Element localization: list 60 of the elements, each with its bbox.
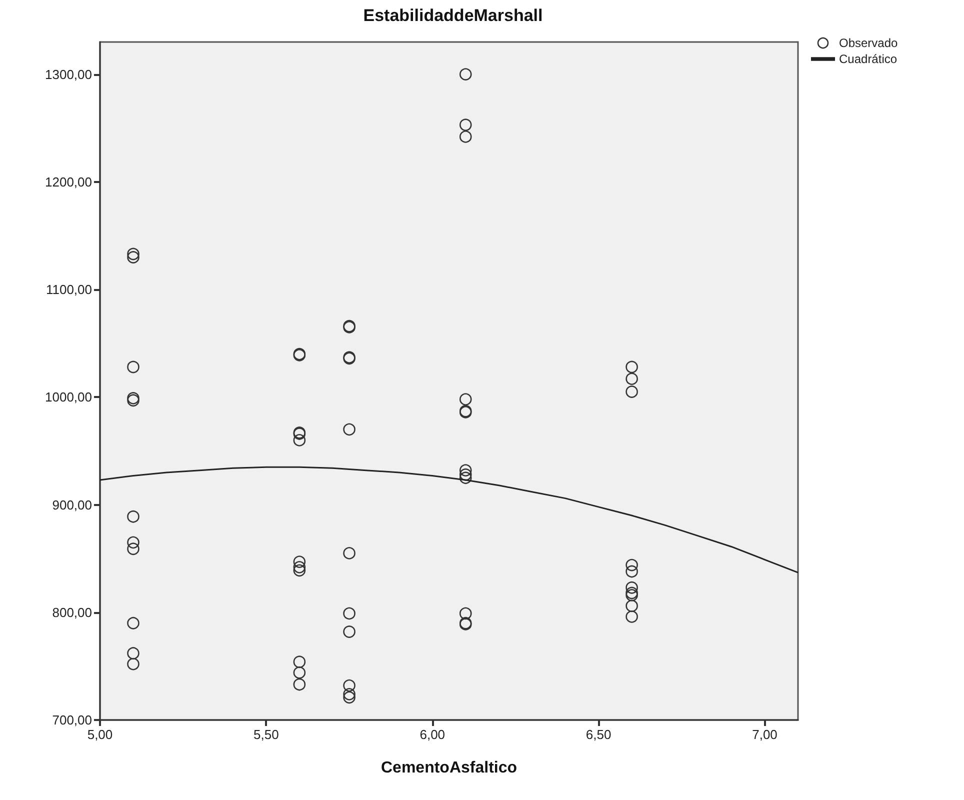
- point: [459, 468, 472, 481]
- point: [343, 679, 356, 692]
- point: [626, 372, 638, 385]
- point: [459, 464, 472, 476]
- point: [626, 386, 638, 398]
- point: [127, 536, 140, 549]
- point: [626, 360, 638, 374]
- y-tick-label: 900,00: [52, 497, 92, 512]
- y-tick-label: 700,00: [52, 712, 92, 728]
- point: [459, 472, 472, 484]
- point: [293, 678, 306, 691]
- y-tick-label: 1000,00: [45, 390, 92, 405]
- point: [459, 68, 472, 80]
- point: [626, 565, 638, 578]
- x-axis-title: CementoAsfaltico: [380, 760, 518, 776]
- point: [626, 610, 638, 623]
- point: [343, 626, 356, 638]
- point: [343, 691, 356, 704]
- point: [293, 556, 306, 568]
- point: [127, 248, 140, 260]
- legend-label: Cuadrático: [839, 52, 898, 66]
- point: [127, 542, 140, 556]
- point: [127, 510, 140, 523]
- y-tick-label: 1300,00: [45, 66, 92, 82]
- point: [459, 130, 472, 143]
- point: [343, 688, 356, 700]
- point: [459, 607, 472, 620]
- point: [459, 118, 472, 132]
- x-tick-label: 5,00: [87, 727, 113, 742]
- point: [127, 360, 140, 374]
- point: [127, 616, 140, 630]
- point: [293, 561, 306, 574]
- point: [626, 581, 638, 594]
- point: [127, 658, 140, 670]
- point: [343, 423, 356, 436]
- point: [293, 564, 306, 577]
- x-tick-label: 7,00: [752, 727, 778, 742]
- point: [626, 600, 638, 612]
- y-tick-label: 1100,00: [46, 282, 92, 298]
- y-tick-label: 1200,00: [45, 174, 92, 190]
- line-series: [99, 466, 799, 574]
- chart-title: EstabilidaddeMarshall: [363, 6, 543, 25]
- point: [127, 647, 140, 660]
- point: [626, 589, 638, 602]
- point: [127, 394, 140, 407]
- point: [127, 251, 140, 264]
- point: [293, 666, 306, 679]
- point: [626, 586, 638, 600]
- point: [293, 434, 306, 446]
- point: [127, 392, 140, 404]
- point: [343, 547, 356, 560]
- point: [626, 558, 638, 572]
- x-tick-label: 5,50: [254, 727, 279, 742]
- point: [459, 393, 472, 406]
- point: [293, 656, 306, 668]
- x-tick-label: 6,50: [586, 727, 612, 742]
- point: [343, 607, 356, 620]
- x-tick-label: 6,00: [420, 727, 446, 742]
- legend-label: Observado: [839, 36, 898, 50]
- y-tick-label: 800,00: [52, 604, 92, 620]
